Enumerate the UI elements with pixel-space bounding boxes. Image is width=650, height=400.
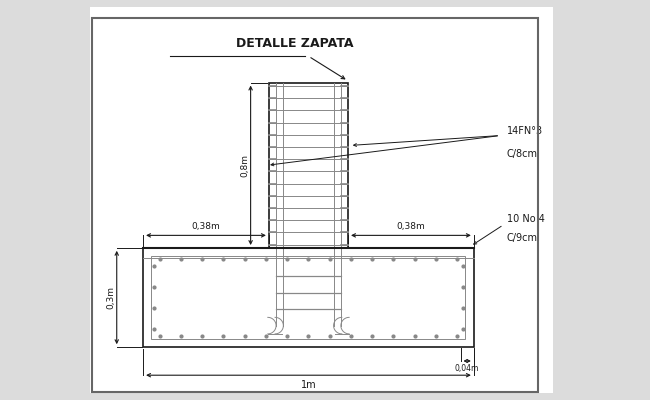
Text: 0,8m: 0,8m xyxy=(240,154,249,177)
Text: DETALLE ZAPATA: DETALLE ZAPATA xyxy=(237,37,354,50)
Text: 10 No 4: 10 No 4 xyxy=(507,214,545,224)
Text: 0,38m: 0,38m xyxy=(192,222,220,232)
Text: C/8cm: C/8cm xyxy=(507,149,538,159)
Bar xyxy=(143,248,474,347)
Text: 1m: 1m xyxy=(301,380,317,390)
Text: 0,38m: 0,38m xyxy=(396,222,425,232)
Text: 14FN°3: 14FN°3 xyxy=(507,126,543,136)
Bar xyxy=(151,256,465,339)
Bar xyxy=(269,83,348,248)
Text: C/9cm: C/9cm xyxy=(507,233,538,243)
Text: 0,3m: 0,3m xyxy=(107,286,115,309)
Text: 0,04m: 0,04m xyxy=(455,364,479,373)
